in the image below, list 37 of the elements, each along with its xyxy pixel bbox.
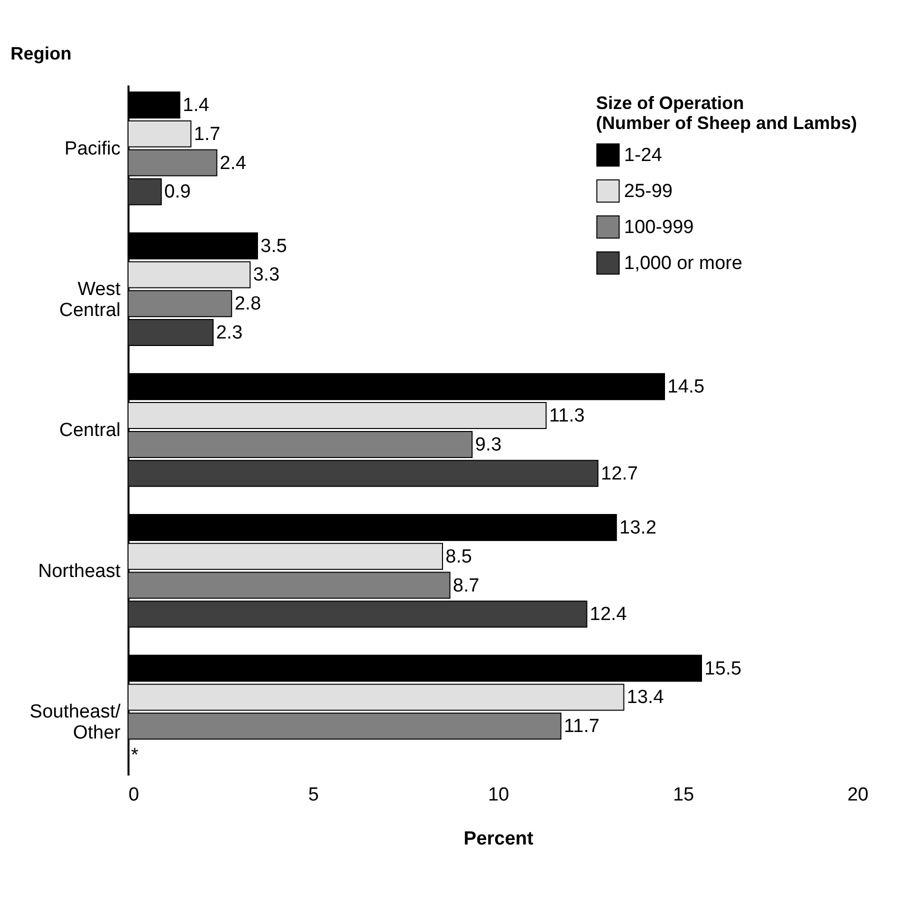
x-tick-label: 10 bbox=[488, 784, 510, 806]
legend-label: 100-999 bbox=[624, 217, 694, 238]
legend-label: 1,000 or more bbox=[624, 253, 742, 274]
x-axis-title: Percent bbox=[464, 828, 534, 850]
data-label: 1.7 bbox=[194, 124, 220, 145]
x-tick-label: 15 bbox=[672, 784, 694, 806]
data-label: 12.7 bbox=[600, 463, 638, 484]
y-tick-label: Central bbox=[59, 420, 120, 441]
data-label: 8.7 bbox=[452, 575, 480, 596]
x-tick-label: 20 bbox=[847, 784, 868, 806]
data-label: 12.4 bbox=[590, 604, 628, 626]
text: * bbox=[131, 744, 138, 766]
legend-label: 25-99 bbox=[624, 181, 673, 202]
data-label: 0.9 bbox=[164, 182, 191, 203]
legend-label: 1-24 bbox=[624, 145, 662, 166]
data-label: 3.5 bbox=[260, 236, 287, 257]
data-label: 9.3 bbox=[475, 434, 502, 456]
y-axis-title: Region bbox=[10, 44, 72, 64]
data-label: 13.2 bbox=[619, 517, 656, 538]
data-label: 15.5 bbox=[704, 658, 742, 680]
x-tick-label: 5 bbox=[308, 784, 319, 806]
y-tick-label: Pacific bbox=[64, 138, 120, 160]
data-label: 2.4 bbox=[220, 152, 247, 174]
y-tick-label: Southeast/ Other bbox=[30, 702, 122, 744]
data-label: 13.4 bbox=[626, 687, 664, 708]
data-label: 14.5 bbox=[668, 376, 704, 398]
data-label: 2.8 bbox=[234, 294, 262, 315]
data-label: 1.4 bbox=[182, 95, 210, 116]
legend-title: Size of Operation (Number of Sheep and Lambs) bbox=[596, 93, 858, 133]
x-tick-label: 0 bbox=[128, 784, 140, 806]
y-tick-label: West Central bbox=[59, 279, 122, 322]
data-label: 11.3 bbox=[549, 406, 585, 427]
data-label: 8.5 bbox=[446, 546, 472, 568]
y-tick-label: Northeast bbox=[38, 560, 122, 582]
data-label: 2.3 bbox=[216, 322, 243, 344]
data-label: 11.7 bbox=[564, 716, 600, 738]
data-label: 3.3 bbox=[253, 264, 280, 286]
